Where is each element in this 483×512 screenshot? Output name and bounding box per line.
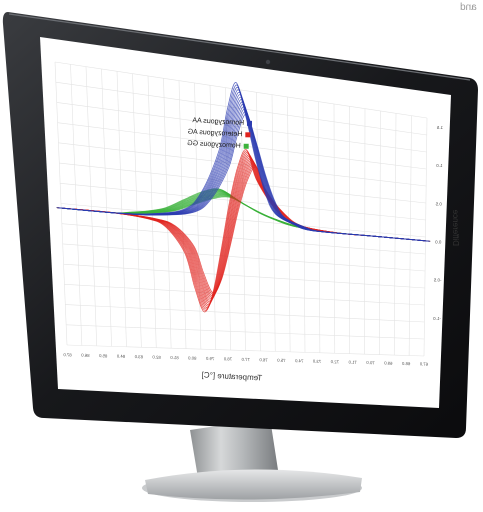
- x-axis-label: Temperature [°C]: [201, 370, 262, 382]
- chart-grid: [54, 61, 428, 357]
- camera-dot: [265, 59, 271, 65]
- legend-swatch: [243, 143, 249, 149]
- x-tick-label: 76.0: [259, 357, 268, 362]
- x-tick-label: 80.0: [187, 355, 196, 360]
- y-axis-label: Difference: [451, 209, 460, 246]
- grid-line-horizontal: [59, 162, 426, 204]
- x-tick-label: 69.0: [383, 360, 392, 365]
- x-tick-label: 85.0: [98, 353, 107, 358]
- x-tick-label: 82.0: [152, 354, 161, 359]
- x-tick-label: 79.0: [205, 356, 214, 361]
- legend-label: Homozygous AA: [192, 117, 244, 127]
- y-tick-label: 1.0: [436, 163, 443, 168]
- x-tick-label: 74.0: [294, 358, 303, 363]
- x-tick-label: 70.0: [366, 360, 375, 365]
- x-tick-label: 77.0: [241, 357, 250, 362]
- grid-line-horizontal: [58, 142, 427, 187]
- x-tick-label: 75.0: [276, 358, 285, 363]
- x-tick-label: 71.0: [348, 359, 357, 364]
- grid-line-horizontal: [66, 344, 425, 357]
- y-tick-label: -1.0: [433, 316, 441, 321]
- grid-line-horizontal: [57, 122, 427, 170]
- y-tick-label: -0.5: [433, 278, 441, 283]
- grid-line-horizontal: [64, 284, 425, 306]
- x-tick-label: 81.0: [170, 355, 179, 360]
- x-tick-label: 73.0: [312, 359, 321, 364]
- x-tick-label: 78.0: [223, 356, 232, 361]
- legend-label: Homozygous GG: [187, 140, 241, 150]
- legend-swatch: [246, 120, 252, 126]
- screen: [40, 37, 451, 408]
- y-tick-label: 1.5: [436, 125, 443, 130]
- x-tick-label: 84.0: [116, 353, 125, 358]
- x-tick-label: 68.0: [401, 361, 410, 366]
- grid-line-horizontal: [66, 324, 425, 340]
- grid-line-horizontal: [61, 223, 426, 255]
- x-axis-ticks: 67.0 68.0 69.0 70.0 71.0 72.0 73.0 74.0 75.0 76.0…: [63, 352, 429, 367]
- grid-line-horizontal: [62, 243, 426, 272]
- chart-curves: [56, 82, 431, 313]
- grid-line-horizontal: [60, 182, 426, 221]
- x-tick-label: 67.0: [419, 361, 428, 366]
- legend-swatch: [245, 132, 251, 138]
- grid-line-horizontal: [63, 263, 425, 289]
- grid-line-horizontal: [54, 61, 428, 119]
- legend-label: Heterozygous AG: [187, 128, 242, 138]
- series-line: [56, 82, 421, 241]
- x-tick-label: 86.0: [80, 353, 89, 358]
- x-tick-label: 83.0: [134, 354, 143, 359]
- y-tick-label: 0.0: [435, 239, 442, 244]
- grid-line-horizontal: [65, 304, 425, 323]
- y-axis-ticks: 1.5 1.0 0.5 0.0 -0.5 -1.0: [433, 125, 443, 321]
- series-homozygous-aa: [56, 82, 431, 242]
- y-tick-label: 0.5: [435, 201, 442, 206]
- corner-text: and: [460, 2, 477, 13]
- grid-line-horizontal: [56, 102, 427, 153]
- grid-line-horizontal: [60, 203, 426, 238]
- x-tick-label: 72.0: [330, 359, 339, 364]
- monitor-stand: [142, 418, 362, 502]
- x-tick-label: 87.0: [63, 352, 72, 357]
